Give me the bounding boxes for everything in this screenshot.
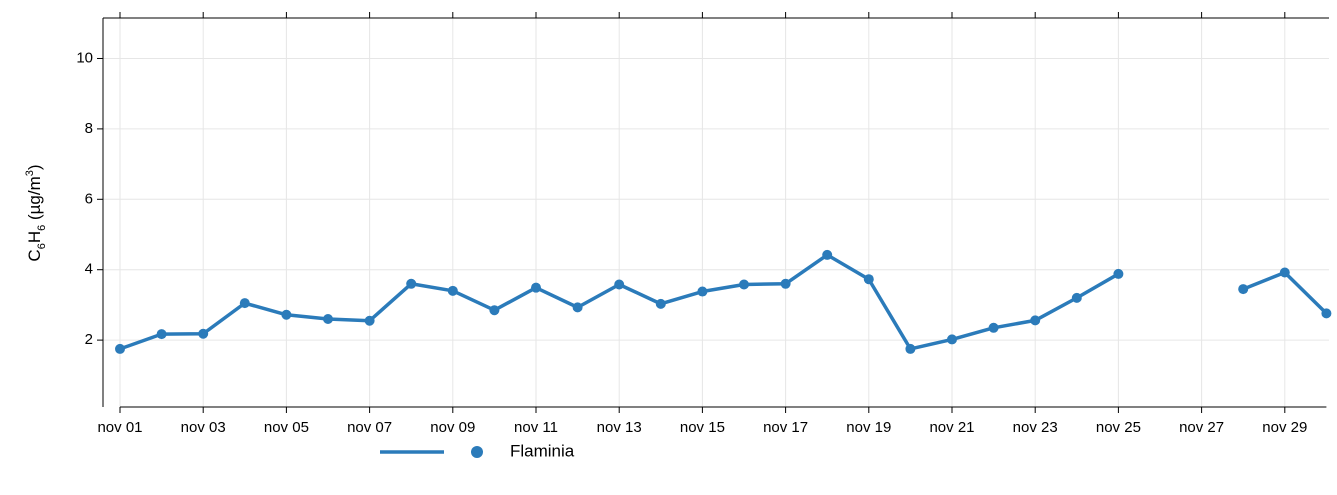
y-tick-label: 8 <box>85 120 93 137</box>
x-tick-label: nov 29 <box>1262 419 1307 436</box>
y-tick-label: 2 <box>85 331 93 348</box>
x-tick-label: nov 11 <box>514 419 558 436</box>
y-axis-label: C6H6 (µg/m3) <box>24 164 48 261</box>
data-point <box>239 298 250 309</box>
data-point <box>115 343 125 354</box>
data-point <box>614 279 625 290</box>
data-point <box>863 274 874 285</box>
y-tick-label: 10 <box>76 49 93 66</box>
x-tick-label: nov 25 <box>1096 419 1141 436</box>
x-tick-label: nov 19 <box>846 419 891 436</box>
data-point <box>156 329 167 340</box>
data-point <box>697 286 708 297</box>
y-axis-label-part: 6 <box>36 243 48 249</box>
x-tick-label: nov 03 <box>181 419 226 436</box>
data-point <box>323 313 333 324</box>
legend-label: Flaminia <box>510 441 575 460</box>
y-axis-label-part: 3 <box>24 170 36 176</box>
x-tick-label: nov 05 <box>264 419 309 436</box>
data-point <box>988 322 999 333</box>
x-tick-label: nov 07 <box>347 419 392 436</box>
data-point <box>1238 284 1249 295</box>
y-axis-label-part: C <box>25 249 44 261</box>
data-point <box>947 334 957 345</box>
x-tick-label: nov 27 <box>1179 419 1224 436</box>
x-tick-label: nov 01 <box>97 419 142 436</box>
data-point <box>364 315 375 326</box>
data-point <box>1321 308 1332 319</box>
data-point <box>1030 315 1041 326</box>
y-axis-label-part: H <box>25 231 44 243</box>
y-axis-label-part: ) <box>25 164 44 170</box>
data-point <box>572 302 583 313</box>
data-point <box>447 285 458 296</box>
data-point <box>531 282 541 293</box>
x-tick-label: nov 23 <box>1013 419 1058 436</box>
legend-marker <box>471 446 483 458</box>
x-tick-label: nov 15 <box>680 419 725 436</box>
data-point <box>905 343 916 354</box>
data-point <box>739 279 749 290</box>
data-point <box>198 328 209 339</box>
data-point <box>1071 292 1082 303</box>
x-tick-label: nov 17 <box>763 419 808 436</box>
data-point <box>822 249 833 260</box>
data-point <box>1279 267 1290 278</box>
y-tick-label: 4 <box>85 261 93 278</box>
data-point <box>780 278 791 289</box>
x-tick-label: nov 21 <box>929 419 974 436</box>
y-tick-label: 6 <box>85 190 93 207</box>
y-axis-label-part: (µg/m <box>25 176 44 225</box>
y-axis-label-part: 6 <box>36 225 48 231</box>
data-point <box>489 305 500 316</box>
x-tick-label: nov 13 <box>597 419 642 436</box>
data-point <box>1113 268 1124 279</box>
data-point <box>655 298 666 309</box>
data-point <box>281 309 292 320</box>
x-tick-label: nov 09 <box>430 419 475 436</box>
data-point <box>406 278 417 289</box>
